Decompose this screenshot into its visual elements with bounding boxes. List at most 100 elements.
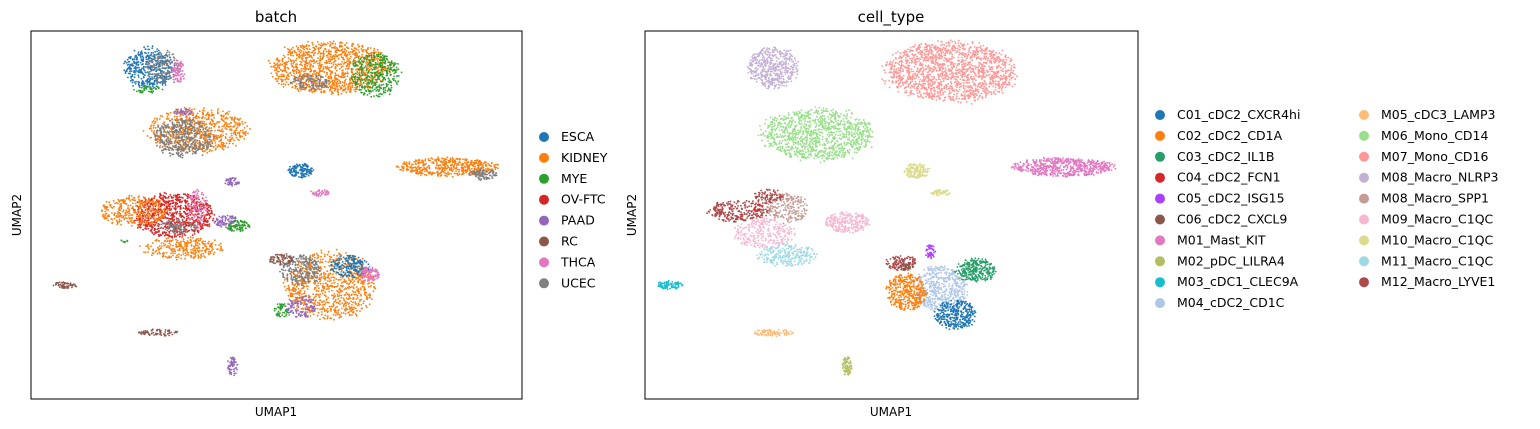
scatter-point — [278, 59, 281, 62]
scatter-point — [225, 112, 228, 115]
scatter-point — [126, 64, 129, 66]
scatter-point — [162, 194, 165, 197]
scatter-point — [309, 80, 312, 82]
scatter-point — [287, 53, 289, 56]
scatter-point — [278, 64, 280, 67]
scatter-point — [191, 234, 194, 237]
scatter-point — [370, 83, 373, 85]
scatter-point — [178, 249, 181, 252]
scatter-point — [277, 58, 279, 61]
scatter-point — [333, 85, 336, 87]
scatter-point — [303, 75, 306, 78]
scatter-point — [368, 53, 371, 55]
scatter-point — [312, 43, 314, 46]
scatter-point — [316, 87, 319, 90]
scatter-point — [168, 59, 171, 62]
scatter-point — [205, 149, 207, 151]
scatter-point — [173, 57, 176, 60]
scatter-point — [143, 197, 146, 200]
scatter-point — [187, 224, 189, 227]
scatter-point — [285, 81, 288, 83]
scatter-point — [157, 60, 160, 63]
scatter-point — [218, 125, 220, 128]
scatter-point — [173, 70, 176, 73]
scatter-point — [187, 147, 190, 150]
scatter-point — [145, 206, 147, 209]
scatter-point — [340, 87, 343, 90]
scatter-point — [358, 73, 361, 76]
scatter-point — [160, 242, 163, 244]
scatter-point — [234, 116, 236, 119]
scatter-point — [369, 47, 372, 49]
scatter-point — [205, 123, 208, 125]
scatter-point — [181, 156, 184, 159]
scatter-point — [304, 56, 307, 59]
scatter-point — [175, 256, 177, 259]
scatter-point — [124, 202, 126, 205]
scatter-point — [329, 86, 332, 89]
scatter-point — [307, 78, 309, 81]
scatter-point — [321, 69, 324, 72]
scatter-point — [165, 217, 168, 220]
scatter-point — [130, 195, 133, 197]
scatter-point — [370, 95, 373, 98]
scatter-point — [215, 122, 218, 125]
scatter-point — [172, 252, 174, 255]
scatter-point — [222, 110, 224, 113]
scatter-point — [172, 244, 174, 247]
scatter-point — [334, 65, 337, 68]
scatter-point — [161, 231, 164, 234]
scatter-point — [183, 233, 186, 236]
scatter-point — [358, 51, 361, 54]
scatter-point — [229, 139, 231, 141]
scatter-point — [383, 77, 386, 79]
scatter-point — [295, 57, 298, 60]
scatter-point — [143, 46, 146, 49]
scatter-point — [385, 82, 388, 85]
scatter-point — [198, 213, 200, 215]
scatter-point — [196, 244, 199, 247]
scatter-point — [167, 126, 170, 129]
scatter-point — [233, 120, 236, 123]
scatter-point — [227, 146, 229, 149]
scatter-point — [168, 242, 171, 245]
scatter-point — [105, 200, 108, 203]
scatter-point — [400, 71, 403, 74]
scatter-point — [181, 152, 183, 155]
scatter-point — [180, 216, 183, 219]
scatter-point — [201, 134, 204, 136]
scatter-point — [316, 41, 319, 43]
scatter-point — [135, 54, 138, 57]
scatter-point — [295, 76, 298, 79]
scatter-point — [359, 80, 362, 83]
scatter-point — [179, 63, 182, 66]
scatter-point — [133, 71, 135, 73]
scatter-point — [125, 197, 128, 200]
scatter-point — [209, 130, 212, 132]
scatter-point — [295, 83, 298, 85]
scatter-point — [143, 88, 146, 91]
scatter-point — [374, 63, 377, 66]
scatter-point — [137, 82, 140, 85]
scatter-point — [156, 129, 159, 132]
scatter-point — [303, 60, 306, 63]
scatter-point — [131, 73, 134, 76]
scatter-point — [343, 83, 346, 85]
scatter-point — [159, 63, 162, 65]
scatter-point — [160, 134, 163, 137]
scatter-point — [148, 202, 150, 205]
scatter-point — [131, 222, 133, 224]
scatter-point — [373, 47, 376, 50]
scatter-point — [163, 75, 166, 78]
scatter-point — [150, 245, 152, 248]
scatter-point — [357, 60, 360, 63]
scatter-point — [126, 58, 129, 61]
scatter-point — [160, 149, 163, 152]
scatter-point — [391, 62, 393, 65]
scatter-point — [148, 208, 151, 211]
scatter-point — [345, 42, 348, 45]
scatter-point — [133, 81, 136, 83]
scatter-point — [155, 141, 158, 144]
scatter-point — [157, 49, 160, 52]
scatter-point — [180, 222, 183, 224]
